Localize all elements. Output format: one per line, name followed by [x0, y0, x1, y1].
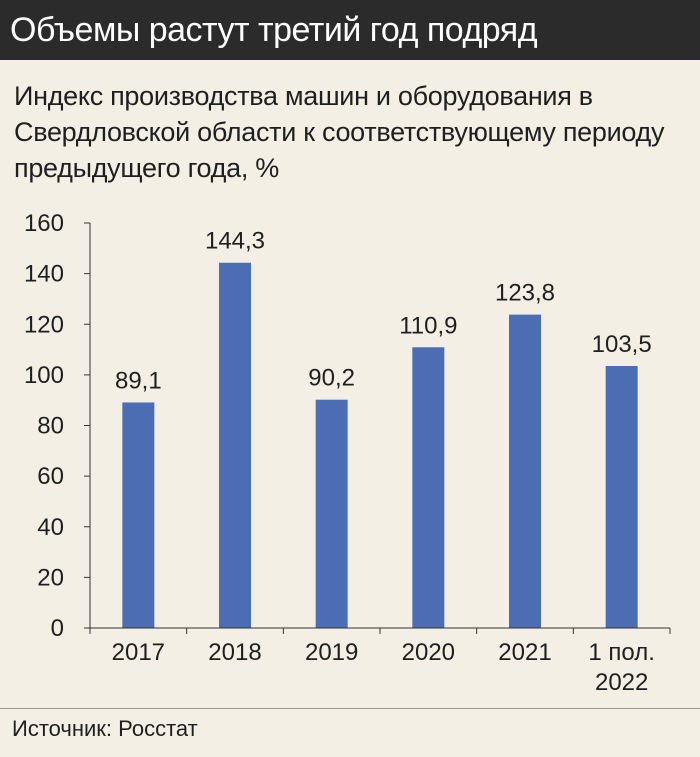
x-tick-label: 2019 [305, 639, 358, 666]
chart-title: Индекс производства машин и оборудования… [14, 81, 665, 183]
bar-2017 [122, 402, 155, 628]
bar-2018 [219, 262, 251, 628]
y-tick-label: 40 [37, 514, 64, 541]
source-note: Источник: Росстат [12, 716, 198, 741]
x-axis: 2017 2018 2019 2020 2021 1 пол. 2022 [89, 627, 671, 696]
x-tick-label: 1 пол. 2022 [588, 639, 655, 696]
x-tick-label: 2017 [112, 639, 165, 666]
header-title: Объемы растут третий год подряд [0, 0, 700, 60]
x-tick-label: 2018 [208, 639, 261, 666]
y-tick-label: 160 [24, 210, 64, 237]
bar-2021 [509, 314, 541, 628]
value-label: 90,2 [308, 365, 355, 392]
y-tick-label: 140 [24, 261, 64, 288]
value-label: 89,1 [115, 367, 162, 394]
y-tick-label: 20 [37, 564, 64, 591]
value-label: 103,5 [592, 331, 652, 358]
y-tick-label: 60 [37, 463, 64, 490]
y-axis: 0 20 40 60 80 100 120 140 160 [24, 210, 91, 642]
bar-2019 [315, 399, 348, 628]
y-tick-label: 120 [24, 311, 64, 338]
value-labels: 89,1 144,3 90,2 110,9 123,8 103,5 [115, 228, 652, 395]
x-tick-label: 2020 [402, 639, 455, 666]
y-tick-label: 100 [24, 362, 64, 389]
source-divider [0, 708, 700, 709]
x-tick-label: 2021 [498, 639, 551, 666]
value-label: 144,3 [205, 228, 265, 255]
y-tick-label: 80 [37, 413, 64, 440]
value-label: 110,9 [399, 312, 457, 339]
bar-1-пол.-2022 [605, 366, 638, 628]
bar-2020 [412, 347, 445, 628]
y-tick-label: 0 [51, 615, 64, 642]
bars [122, 262, 638, 628]
value-label: 123,8 [495, 280, 555, 307]
